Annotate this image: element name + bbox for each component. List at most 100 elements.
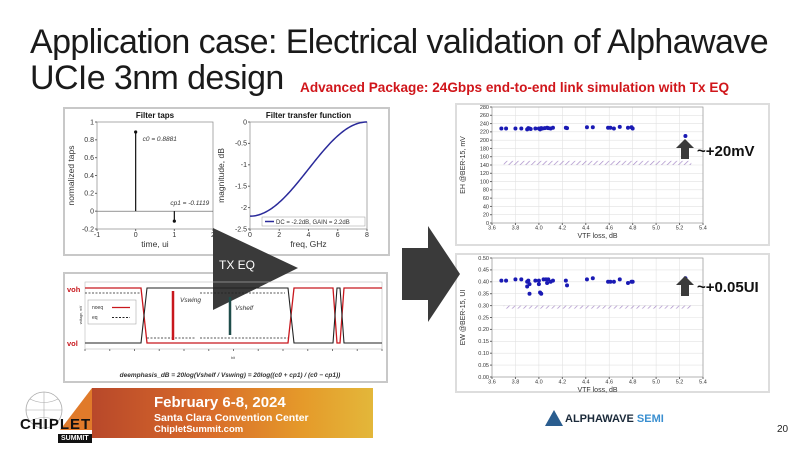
y-tick-label: 0.20 [478, 327, 489, 333]
chart-title: Filter transfer function [266, 111, 351, 120]
spec-threshold-band [503, 160, 692, 165]
data-point [533, 278, 538, 283]
x-tick-label: 4.2 [559, 380, 567, 386]
x-tick-label: 4.6 [605, 226, 613, 232]
page-number: 20 [777, 424, 789, 435]
x-tick-label: 5.4 [699, 226, 707, 232]
y-tick-label: 0.4 [84, 173, 94, 180]
voh-label: voh [67, 285, 81, 294]
y-tick-label: 180 [480, 146, 489, 152]
data-point [584, 125, 589, 130]
data-point [536, 282, 541, 287]
y-tick-label: -0.2 [82, 226, 94, 233]
x-tick-label: 4.6 [605, 380, 613, 386]
eq-shelf-dashed [85, 292, 288, 339]
y-tick-label: 0.40 [478, 280, 489, 286]
y-tick-label: 140 [480, 163, 489, 169]
y-tick-label: -1.5 [235, 184, 247, 191]
y-tick-label: 20 [483, 213, 489, 219]
y-tick-label: 160 [480, 155, 489, 161]
ew-chart-panel [455, 253, 770, 393]
data-point [683, 134, 688, 138]
x-tick-label: 5.4 [699, 380, 707, 386]
data-point [590, 125, 595, 130]
data-point [608, 279, 613, 284]
data-point [533, 126, 538, 131]
chiplet-logo-shape [60, 388, 92, 430]
y-tick-label: 40 [483, 204, 489, 210]
data-point [513, 126, 518, 131]
eh-improvement-note: ~+20mV [697, 143, 755, 160]
x-axis-label: VTF loss, dB [577, 233, 617, 240]
y-tick-label: -1 [241, 162, 247, 169]
globe-grid [26, 392, 62, 428]
x-tick-label: 5.0 [652, 226, 660, 232]
y-tick-label: 260 [480, 113, 489, 119]
y-tick-label: 120 [480, 171, 489, 177]
legend-eq: eq [92, 315, 98, 321]
x-tick-label: 5.2 [676, 380, 684, 386]
chiplet-logo-sub: SUMMIT [58, 434, 92, 443]
data-point [527, 282, 532, 287]
eq-trace [85, 287, 382, 344]
data-point [504, 278, 509, 283]
y-axis-label: EH @BER-15, mV [460, 136, 467, 194]
ew-improvement-note: ~+0.05UI [697, 279, 759, 296]
data-point [536, 278, 541, 283]
data-point [513, 277, 518, 282]
y-tick-label: 240 [480, 121, 489, 127]
tap-marker [172, 219, 176, 223]
data-point [584, 277, 589, 282]
x-tick-label: 0 [248, 232, 252, 239]
x-tick-label: 0 [134, 232, 138, 239]
y-tick-label: 0.8 [84, 137, 94, 144]
v-swing-label: Vswing [180, 297, 201, 304]
x-tick-label: 2 [277, 232, 281, 239]
x-tick-label: 4 [307, 232, 311, 239]
up-arrow-icon [676, 139, 694, 159]
x-tick-label: 4.8 [629, 226, 637, 232]
data-point [625, 125, 630, 130]
data-point [550, 125, 555, 130]
data-point [611, 279, 616, 284]
y-tick-label: 0 [90, 209, 94, 216]
tap-label-cp1: cp1 = -0.1119 [170, 200, 209, 207]
y-tick-label: 0.50 [478, 256, 489, 262]
x-tick-label: 3.6 [488, 226, 496, 232]
banner-site: ChipletSummit.com [154, 424, 244, 435]
tap-marker [134, 130, 138, 134]
y-tick-label: 0.05 [478, 363, 489, 369]
y-tick-label: -0.5 [235, 141, 247, 148]
data-point [630, 279, 635, 284]
x-tick-label: 4.0 [535, 380, 543, 386]
alphawave-name: ALPHAWAVE [565, 413, 634, 425]
data-point [563, 278, 568, 283]
x-tick-label: 5.2 [676, 226, 684, 232]
vol-label: vol [67, 339, 78, 348]
y-tick-label: 0 [486, 221, 489, 227]
event-banner: February 6-8, 2024 Santa Clara Conventio… [92, 388, 373, 438]
x-tick-label: 3.6 [488, 380, 496, 386]
y-axis-label: EW @BER-15, UI [460, 290, 467, 346]
x-axis-label: freq, GHz [290, 239, 326, 249]
banner-venue: Santa Clara Convention Center [154, 412, 309, 424]
right-arrow-icon [402, 226, 460, 322]
x-tick-label: 1 [172, 232, 176, 239]
x-tick-label: 4.2 [559, 226, 567, 232]
data-point [630, 126, 635, 131]
alphawave-logo: ALPHAWAVE SEMI [565, 413, 664, 425]
data-point [499, 278, 504, 283]
alphawave-logo-icon [545, 410, 563, 426]
eh-chart-panel [455, 103, 770, 246]
y-tick-label: 0.10 [478, 351, 489, 357]
y-tick-label: 0.00 [478, 375, 489, 381]
transfer-curve [249, 121, 368, 217]
waveform-legend [87, 299, 137, 325]
x-tick-label: 3.8 [512, 380, 520, 386]
data-point [545, 280, 550, 285]
x-tick-label: 4.4 [582, 380, 590, 386]
x-tick-label: 4.8 [629, 380, 637, 386]
y-tick-label: 1 [90, 119, 94, 126]
data-point [519, 277, 524, 282]
